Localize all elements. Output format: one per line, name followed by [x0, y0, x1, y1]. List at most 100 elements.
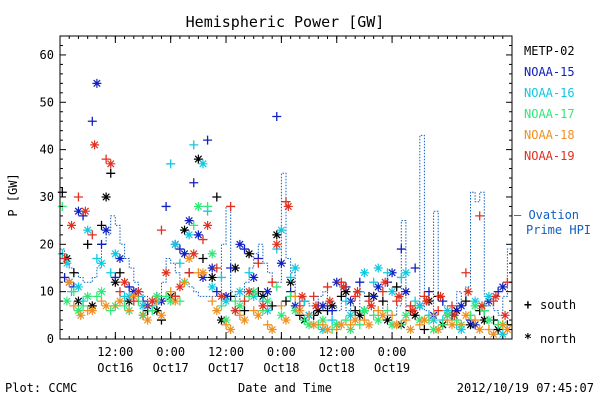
north-point: [364, 320, 374, 330]
south-point: [281, 296, 291, 306]
south-point: [189, 140, 199, 150]
north-point: [207, 272, 217, 282]
north-point: [318, 315, 328, 325]
south-point: [470, 315, 480, 325]
south-point: [207, 296, 217, 306]
south-point: [216, 272, 226, 282]
legend-south-label: south: [540, 298, 576, 312]
north-point: [106, 159, 116, 169]
y-tick-label: 20: [40, 237, 54, 251]
north-point: [180, 249, 190, 259]
south-point: [475, 211, 485, 221]
north-point: [249, 291, 259, 301]
north-point: [429, 325, 439, 335]
north-point: [193, 230, 203, 240]
north-point: [281, 315, 291, 325]
north-point: [449, 310, 459, 320]
x-tick-date: Oct18: [263, 361, 299, 375]
north-point: [216, 291, 226, 301]
north-point: [110, 249, 120, 259]
north-point: [297, 291, 307, 301]
north-point: [408, 306, 418, 316]
north-point: [189, 249, 199, 259]
south-point: [498, 320, 508, 330]
south-point: [253, 258, 263, 268]
north-point: [258, 291, 268, 301]
south-point: [97, 220, 107, 230]
south-point: [143, 301, 153, 311]
north-point: [394, 291, 404, 301]
south-point: [124, 306, 134, 316]
north-point: [62, 258, 72, 268]
north-point: [401, 310, 411, 320]
north-point: [387, 287, 397, 297]
south-point: [304, 310, 314, 320]
north-point: [311, 301, 321, 311]
south-point: [387, 310, 397, 320]
north-point: [147, 296, 157, 306]
south-point: [69, 287, 79, 297]
south-point: [180, 277, 190, 287]
south-point: [120, 301, 130, 311]
north-point: [346, 296, 356, 306]
south-point: [115, 268, 125, 278]
south-point: [69, 301, 79, 311]
north-point: [429, 315, 439, 325]
y-tick-label: 30: [40, 190, 54, 204]
north-point: [235, 301, 245, 311]
north-point: [152, 291, 162, 301]
north-point: [216, 315, 226, 325]
north-point: [463, 287, 473, 297]
north-point: [332, 277, 342, 287]
north-point: [166, 291, 176, 301]
north-point: [97, 258, 107, 268]
north-point: [180, 225, 190, 235]
south-point: [396, 244, 406, 254]
south-point: [336, 291, 346, 301]
north-point: [161, 268, 171, 278]
south-point: [226, 201, 236, 211]
north-point: [387, 268, 397, 278]
y-tick-label: 40: [40, 143, 54, 157]
north-point: [410, 310, 420, 320]
north-point: [263, 287, 273, 297]
north-point: [498, 282, 508, 292]
north-point: [184, 216, 194, 226]
north-point: [484, 291, 494, 301]
north-point: [76, 310, 86, 320]
north-point: [346, 310, 356, 320]
north-point: [230, 263, 240, 273]
x-tick-time: 12:00: [319, 345, 355, 359]
south-point: [415, 320, 425, 330]
plot-credit: Plot: CCMC: [5, 381, 77, 395]
south-point: [60, 254, 70, 264]
south-point: [392, 282, 402, 292]
south-point: [429, 310, 439, 320]
south-point: [147, 306, 157, 316]
north-point: [327, 301, 337, 311]
south-point: [295, 301, 305, 311]
south-point: [244, 268, 254, 278]
north-point: [318, 301, 328, 311]
north-point: [479, 315, 489, 325]
north-point: [156, 310, 166, 320]
north-point: [73, 296, 83, 306]
north-point: [193, 154, 203, 164]
north-point: [175, 282, 185, 292]
north-point: [373, 263, 383, 273]
south-point: [212, 192, 222, 202]
north-point: [221, 315, 231, 325]
north-point: [276, 310, 286, 320]
legend-north-symbol: *: [524, 332, 532, 347]
north-point: [235, 287, 245, 297]
south-point: [410, 263, 420, 273]
south-point: [92, 254, 102, 264]
north-point: [295, 306, 305, 316]
north-point: [290, 263, 300, 273]
x-tick-date: Oct18: [319, 361, 355, 375]
north-point: [87, 301, 97, 311]
north-point: [110, 277, 120, 287]
x-tick-time: 0:00: [267, 345, 296, 359]
north-point: [415, 315, 425, 325]
